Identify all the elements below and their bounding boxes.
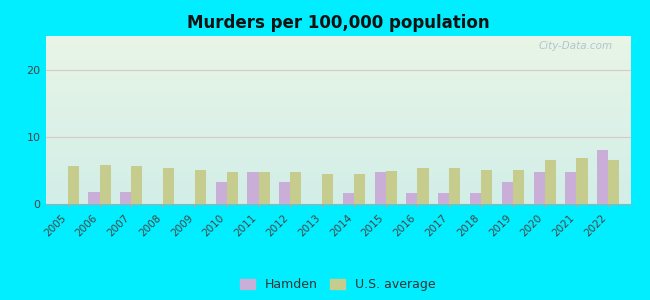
Title: Murders per 100,000 population: Murders per 100,000 population — [187, 14, 489, 32]
Bar — [438, 193, 449, 204]
Bar — [195, 170, 206, 204]
Bar — [545, 160, 556, 204]
Bar — [374, 172, 385, 204]
Bar — [608, 160, 619, 204]
Bar — [597, 150, 608, 204]
Bar — [406, 193, 417, 204]
Bar — [280, 182, 291, 204]
Bar — [163, 168, 174, 204]
Bar — [449, 168, 460, 204]
Text: City-Data.com: City-Data.com — [539, 41, 613, 51]
Bar — [120, 192, 131, 204]
Bar — [470, 193, 481, 204]
Bar — [534, 172, 545, 204]
Bar — [227, 172, 238, 204]
Bar — [354, 174, 365, 204]
Bar — [131, 167, 142, 204]
Bar — [343, 193, 354, 204]
Bar — [259, 172, 270, 204]
Bar — [385, 171, 396, 204]
Bar — [502, 182, 513, 204]
Bar — [577, 158, 588, 204]
Bar — [481, 170, 492, 204]
Legend: Hamden, U.S. average: Hamden, U.S. average — [236, 275, 440, 295]
Bar — [417, 168, 428, 204]
Bar — [291, 172, 302, 204]
Bar — [68, 167, 79, 204]
Bar — [216, 182, 227, 204]
Bar — [99, 165, 111, 204]
Bar — [513, 170, 524, 204]
Bar — [88, 192, 99, 204]
Bar — [322, 174, 333, 204]
Bar — [248, 172, 259, 204]
Bar — [566, 172, 577, 204]
